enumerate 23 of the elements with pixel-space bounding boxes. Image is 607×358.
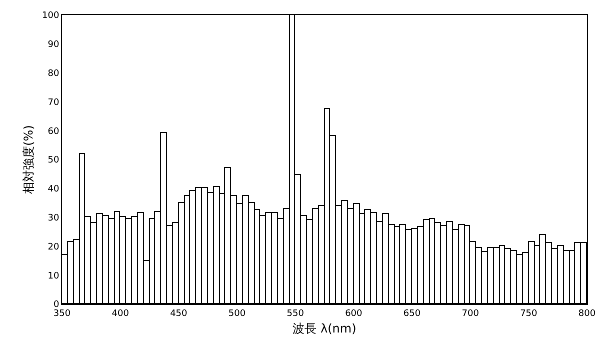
y-tick-label: 90 xyxy=(48,40,60,50)
x-tick-label: 350 xyxy=(53,308,71,319)
x-tick-label: 600 xyxy=(345,308,363,319)
y-tick-label: 10 xyxy=(48,271,60,282)
y-tick-label: 60 xyxy=(48,126,60,137)
x-tick-label: 550 xyxy=(286,308,304,319)
y-tick-label: 80 xyxy=(48,68,60,79)
y-tick-label: 20 xyxy=(48,242,60,252)
y-axis-title: 相対強度(%) xyxy=(21,125,36,194)
x-tick-label: 450 xyxy=(170,308,188,319)
y-tick-label: 100 xyxy=(42,11,60,22)
y-tick-label: 70 xyxy=(48,98,60,108)
x-axis-title: 波長 λ(nm) xyxy=(292,322,356,336)
y-tick-label: 0 xyxy=(53,300,60,310)
x-tick-label: 750 xyxy=(520,308,538,319)
y-tick-label: 50 xyxy=(48,156,60,166)
x-tick-label: 500 xyxy=(228,308,246,319)
x-tick-label: 700 xyxy=(462,308,480,319)
x-tick-label: 800 xyxy=(578,308,596,319)
y-tick-label: 30 xyxy=(48,213,60,224)
x-tick-label: 650 xyxy=(403,308,421,319)
x-tick-label: 400 xyxy=(112,308,130,319)
y-tick-label: 40 xyxy=(48,184,60,195)
